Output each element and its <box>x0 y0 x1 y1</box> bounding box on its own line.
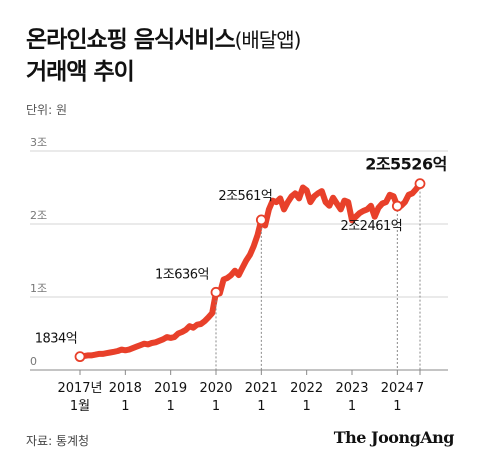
x-tick-month-label: 1 <box>257 399 265 414</box>
annotation-marker <box>391 200 403 212</box>
annotation-label: 2조2461억 <box>340 219 402 234</box>
title-line1: 온라인쇼핑 음식서비스 <box>26 27 236 53</box>
y-tick-label: 1조 <box>30 282 47 295</box>
x-tick-month-label: 1 <box>348 399 356 414</box>
annotation-marker <box>414 178 426 190</box>
x-tick-year-label: 2020 <box>199 381 232 396</box>
annotation-label: 2조561억 <box>218 189 272 204</box>
unit-label: 단위: 원 <box>26 103 67 117</box>
x-tick-month-label: 1 <box>212 399 220 414</box>
y-tick-label: 3조 <box>30 136 47 149</box>
x-tick-month-label: 1 <box>303 399 311 414</box>
brand-logo: The JoongAng <box>333 428 455 447</box>
series-line <box>77 180 423 360</box>
chart-title: 온라인쇼핑 음식서비스(배달앱) 거래액 추이 <box>26 24 466 88</box>
title-line2: 거래액 추이 <box>26 59 135 85</box>
annotation-marker <box>74 351 86 363</box>
source-label: 자료: 통계청 <box>26 434 90 448</box>
annotation-marker <box>255 214 267 226</box>
annotation-label: 2조5526억 <box>365 155 447 174</box>
x-tick-year-label: 2023 <box>335 381 368 396</box>
x-tick-year-label: 2018 <box>109 381 142 396</box>
x-tick-month-label: 1 <box>167 399 175 414</box>
annotation-label: 1조636억 <box>155 267 209 282</box>
x-tick-year-label: 2022 <box>290 381 323 396</box>
x-tick-year-label: 2017년 <box>57 381 102 396</box>
x-tick-year-label: 2021 <box>245 381 278 396</box>
x-tick-year-label: 2019 <box>154 381 187 396</box>
title-line1-sub: (배달앱) <box>234 28 302 52</box>
annotation-marker <box>210 286 222 298</box>
annotation-label: 1834억 <box>35 332 78 347</box>
y-tick-label: 0 <box>30 355 37 368</box>
x-tick-month-label: 1 <box>121 399 129 414</box>
x-tick-year-label: 2024 <box>381 381 414 396</box>
x-tick-month-label: 1 <box>393 399 401 414</box>
y-tick-label: 2조 <box>30 209 47 222</box>
x-tick-year-label: 7 <box>416 381 424 396</box>
x-tick-month-label: 1월 <box>70 399 90 414</box>
